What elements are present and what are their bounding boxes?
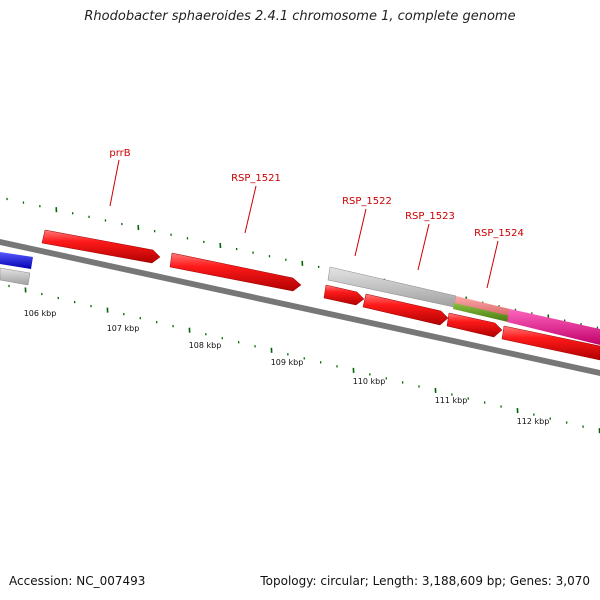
scale-label-107kbp: 107 kbp — [107, 324, 140, 333]
gene-reverse-1[interactable] — [323, 284, 365, 306]
gene-reverse-3[interactable] — [446, 312, 503, 338]
scale-label-108kbp: 108 kbp — [189, 341, 222, 350]
scale-label-106kbp: 106 kbp — [24, 309, 57, 318]
leader-RSP_1521 — [244, 185, 257, 234]
label-RSP_1521: RSP_1521 — [231, 173, 281, 184]
scale-label-110kbp: 110 kbp — [353, 377, 386, 386]
genome-summary-text: Topology: circular; Length: 3,188,609 bp… — [260, 574, 590, 588]
leader-RSP_1524 — [486, 240, 499, 289]
chromosome-backbone — [0, 239, 600, 376]
scale-label-112kbp: 112 kbp — [517, 417, 550, 426]
leader-RSP_1522 — [354, 208, 367, 257]
scale-label-109kbp: 109 kbp — [271, 358, 304, 367]
gene-RSP_1521[interactable] — [169, 252, 302, 292]
label-prrB: prrB — [109, 148, 130, 159]
gene-prrB[interactable] — [41, 229, 161, 264]
map-title: Rhodobacter sphaeroides 2.4.1 chromosome… — [84, 9, 516, 24]
gene-reverse-4[interactable] — [501, 325, 600, 361]
gene-reverse-2[interactable] — [362, 293, 449, 326]
gene-left-grey[interactable] — [0, 267, 31, 286]
leader-RSP_1523 — [417, 223, 430, 271]
label-RSP_1522: RSP_1522 — [342, 196, 392, 207]
accession-text: Accession: NC_007493 — [9, 574, 146, 588]
gene-RSP_1524[interactable] — [507, 309, 600, 345]
inner-tick-track — [8, 284, 600, 434]
gene-RSP_1523-overlap[interactable] — [453, 303, 510, 322]
leader-prrB — [109, 159, 120, 207]
gene-left-blue[interactable] — [0, 252, 33, 269]
label-RSP_1524: RSP_1524 — [474, 228, 524, 239]
scale-label-111kbp: 111 kbp — [435, 396, 468, 405]
label-RSP_1523: RSP_1523 — [405, 211, 455, 222]
